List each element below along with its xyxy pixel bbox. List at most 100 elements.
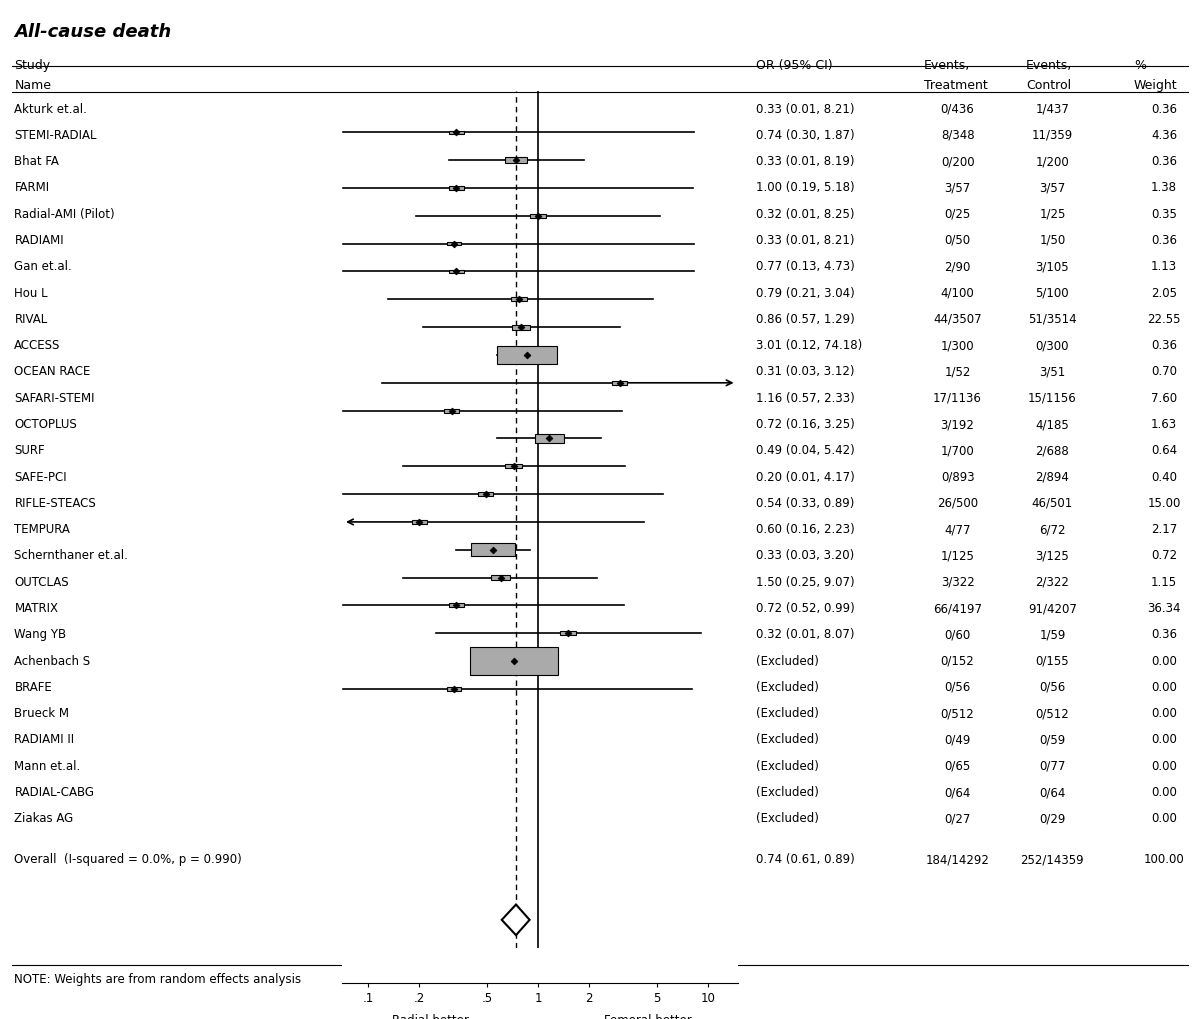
Text: FARMI: FARMI	[14, 181, 49, 195]
Text: 0.72 (0.52, 0.99): 0.72 (0.52, 0.99)	[756, 602, 854, 615]
Text: 0.54 (0.33, 0.89): 0.54 (0.33, 0.89)	[756, 497, 854, 510]
Text: 0.77 (0.13, 4.73): 0.77 (0.13, 4.73)	[756, 260, 854, 273]
Text: 2/688: 2/688	[1036, 444, 1069, 458]
Text: Name: Name	[14, 79, 52, 93]
Text: 0/25: 0/25	[944, 208, 971, 221]
Text: 0.36: 0.36	[1151, 234, 1177, 247]
Bar	[446, 687, 461, 691]
Bar	[511, 298, 527, 302]
Text: 0/56: 0/56	[1039, 681, 1066, 694]
Text: 0.86 (0.57, 1.29): 0.86 (0.57, 1.29)	[756, 313, 854, 326]
Bar	[492, 575, 510, 580]
Text: (Excluded): (Excluded)	[756, 707, 818, 720]
Text: 3/51: 3/51	[1039, 366, 1066, 378]
Text: 1.00 (0.19, 5.18): 1.00 (0.19, 5.18)	[756, 181, 854, 195]
Text: 0.60 (0.16, 2.23): 0.60 (0.16, 2.23)	[756, 523, 854, 536]
Text: 66/4197: 66/4197	[934, 602, 982, 615]
Text: OCTOPLUS: OCTOPLUS	[14, 418, 77, 431]
Text: 0/300: 0/300	[1036, 339, 1069, 353]
Text: 0.32 (0.01, 8.25): 0.32 (0.01, 8.25)	[756, 208, 854, 221]
Text: 1/52: 1/52	[944, 366, 971, 378]
Text: 2.05: 2.05	[1151, 286, 1177, 300]
Bar	[612, 381, 626, 384]
Text: 15/1156: 15/1156	[1028, 391, 1076, 405]
Text: 4.36: 4.36	[1151, 128, 1177, 142]
Bar	[449, 130, 463, 135]
Text: 0.36: 0.36	[1151, 629, 1177, 641]
Text: 1/59: 1/59	[1039, 629, 1066, 641]
Text: OUTCLAS: OUTCLAS	[14, 576, 70, 589]
Text: TEMPURA: TEMPURA	[14, 523, 71, 536]
Text: 0.36: 0.36	[1151, 339, 1177, 353]
Text: 15.00: 15.00	[1147, 497, 1181, 510]
Bar	[469, 647, 558, 675]
Text: 0.36: 0.36	[1151, 155, 1177, 168]
Text: Femoral better: Femoral better	[605, 1014, 692, 1019]
Text: (Excluded): (Excluded)	[756, 734, 818, 747]
Text: 0/893: 0/893	[941, 471, 974, 484]
Text: Overall  (I-squared = 0.0%, p = 0.990): Overall (I-squared = 0.0%, p = 0.990)	[14, 853, 242, 866]
Text: Hou L: Hou L	[14, 286, 48, 300]
Text: 1/700: 1/700	[941, 444, 974, 458]
Text: 0.33 (0.03, 3.20): 0.33 (0.03, 3.20)	[756, 549, 854, 562]
Text: 26/500: 26/500	[937, 497, 978, 510]
Text: 1/200: 1/200	[1036, 155, 1069, 168]
Text: 0/155: 0/155	[1036, 654, 1069, 667]
Text: 0.70: 0.70	[1151, 366, 1177, 378]
Text: 2/894: 2/894	[1036, 471, 1069, 484]
Text: 11/359: 11/359	[1032, 128, 1073, 142]
Text: 1.16 (0.57, 2.33): 1.16 (0.57, 2.33)	[756, 391, 854, 405]
Text: 1/50: 1/50	[1039, 234, 1066, 247]
Text: 3.01 (0.12, 74.18): 3.01 (0.12, 74.18)	[756, 339, 863, 353]
Text: 184/14292: 184/14292	[925, 853, 990, 866]
Text: SAFE-PCI: SAFE-PCI	[14, 471, 67, 484]
Bar	[497, 345, 557, 364]
Text: 0.33 (0.01, 8.21): 0.33 (0.01, 8.21)	[756, 103, 854, 115]
Text: 3/105: 3/105	[1036, 260, 1069, 273]
Text: NOTE: Weights are from random effects analysis: NOTE: Weights are from random effects an…	[14, 973, 301, 986]
Bar	[413, 520, 427, 524]
Text: 3/192: 3/192	[941, 418, 974, 431]
Text: Wang YB: Wang YB	[14, 629, 66, 641]
Text: 51/3514: 51/3514	[1028, 313, 1076, 326]
Text: RADIAL-CABG: RADIAL-CABG	[14, 786, 95, 799]
Text: 0/29: 0/29	[1039, 812, 1066, 825]
Text: 0.74 (0.61, 0.89): 0.74 (0.61, 0.89)	[756, 853, 854, 866]
Text: 0.79 (0.21, 3.04): 0.79 (0.21, 3.04)	[756, 286, 854, 300]
Text: 3/125: 3/125	[1036, 549, 1069, 562]
Text: 252/14359: 252/14359	[1020, 853, 1085, 866]
Bar	[534, 434, 564, 442]
Bar	[470, 543, 515, 556]
Text: 17/1136: 17/1136	[934, 391, 982, 405]
Text: Radial better: Radial better	[392, 1014, 469, 1019]
Bar	[560, 631, 576, 635]
Text: 0.20 (0.01, 4.17): 0.20 (0.01, 4.17)	[756, 471, 854, 484]
Text: Radial-AMI (Pilot): Radial-AMI (Pilot)	[14, 208, 115, 221]
Text: (Excluded): (Excluded)	[756, 681, 818, 694]
Text: 22.55: 22.55	[1147, 313, 1181, 326]
Text: OCEAN RACE: OCEAN RACE	[14, 366, 91, 378]
Text: 6/72: 6/72	[1039, 523, 1066, 536]
Text: 0.00: 0.00	[1151, 812, 1177, 825]
Text: All-cause death: All-cause death	[14, 23, 172, 42]
Text: 1/25: 1/25	[1039, 208, 1066, 221]
Text: 1/125: 1/125	[941, 549, 974, 562]
Text: Weight: Weight	[1134, 79, 1177, 93]
Text: Events,: Events,	[1026, 59, 1073, 72]
Text: 0.00: 0.00	[1151, 734, 1177, 747]
Text: 0/27: 0/27	[944, 812, 971, 825]
Text: 0.00: 0.00	[1151, 654, 1177, 667]
Text: STEMI-RADIAL: STEMI-RADIAL	[14, 128, 97, 142]
Text: 0.72 (0.16, 3.25): 0.72 (0.16, 3.25)	[756, 418, 854, 431]
Text: 44/3507: 44/3507	[934, 313, 982, 326]
Text: OR (95% CI): OR (95% CI)	[756, 59, 833, 72]
Text: 1.13: 1.13	[1151, 260, 1177, 273]
Text: 0.00: 0.00	[1151, 786, 1177, 799]
Text: SAFARI-STEMI: SAFARI-STEMI	[14, 391, 95, 405]
Text: 0/65: 0/65	[944, 760, 971, 772]
Text: 3/57: 3/57	[944, 181, 971, 195]
Text: 0/59: 0/59	[1039, 734, 1066, 747]
Bar	[449, 603, 464, 607]
Bar	[530, 214, 546, 218]
Text: 0.00: 0.00	[1151, 681, 1177, 694]
